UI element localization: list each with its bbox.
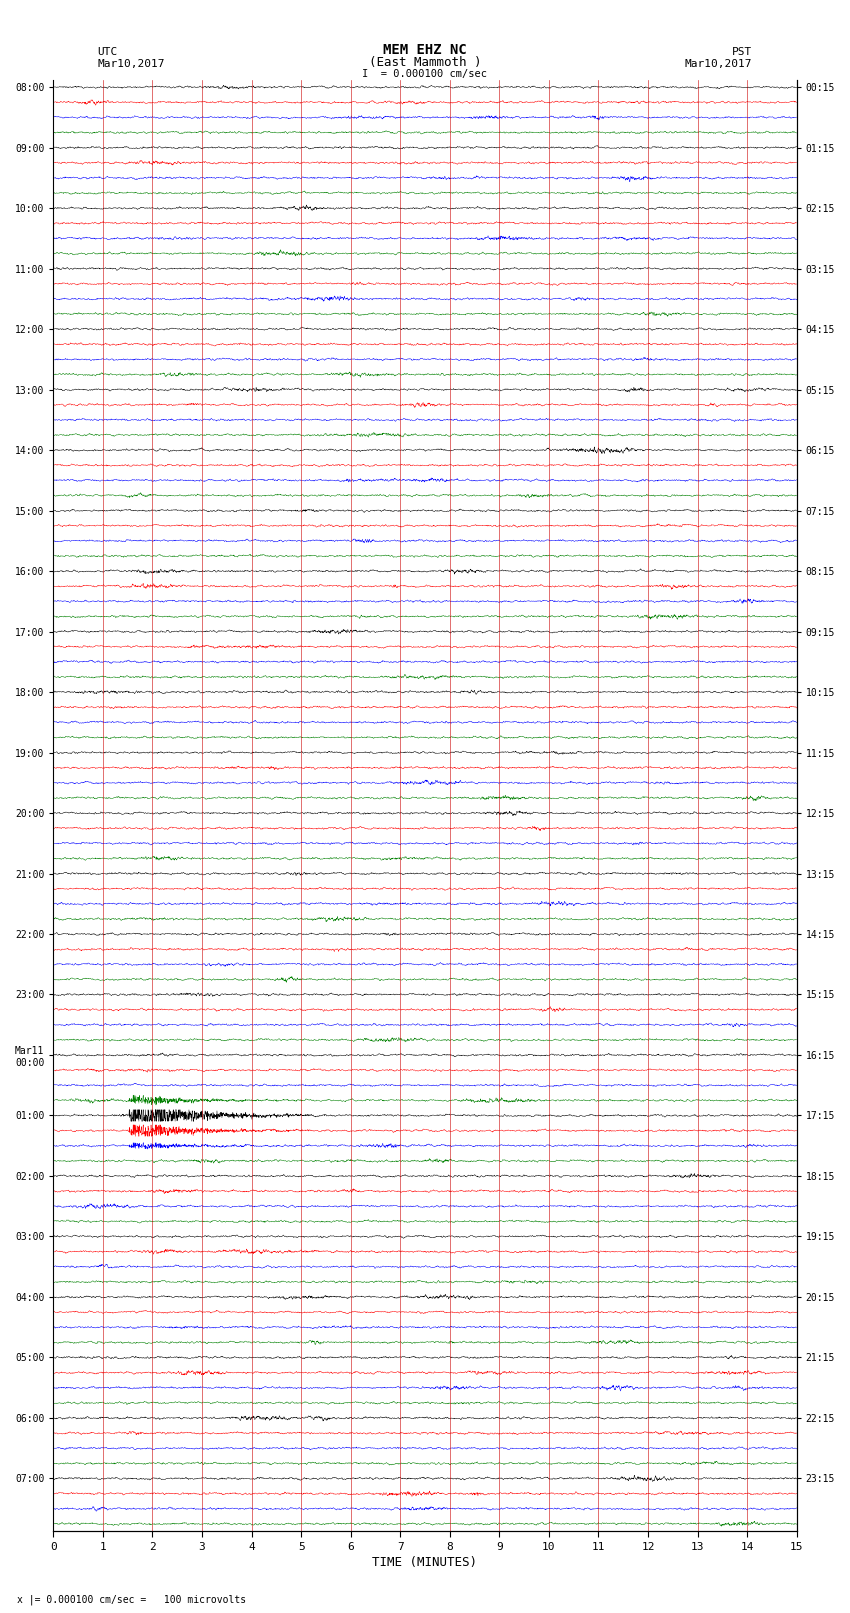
Text: MEM EHZ NC: MEM EHZ NC (383, 44, 467, 58)
Text: Mar10,2017: Mar10,2017 (685, 58, 752, 69)
Text: Mar10,2017: Mar10,2017 (98, 58, 165, 69)
Text: (East Mammoth ): (East Mammoth ) (369, 55, 481, 69)
Text: x |= 0.000100 cm/sec =   100 microvolts: x |= 0.000100 cm/sec = 100 microvolts (17, 1594, 246, 1605)
X-axis label: TIME (MINUTES): TIME (MINUTES) (372, 1557, 478, 1569)
Text: I  = 0.000100 cm/sec: I = 0.000100 cm/sec (362, 69, 488, 79)
Text: PST: PST (732, 47, 752, 58)
Text: UTC: UTC (98, 47, 118, 58)
